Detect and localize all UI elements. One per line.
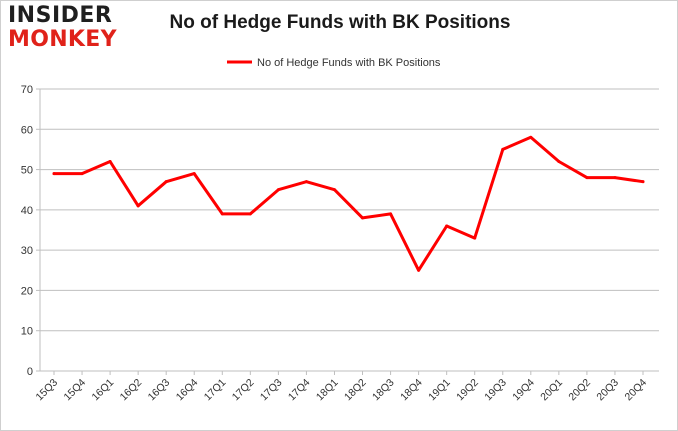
- legend-label: No of Hedge Funds with BK Positions: [257, 57, 441, 69]
- data-point: [389, 212, 393, 216]
- data-point: [501, 147, 505, 151]
- data-point: [192, 172, 196, 176]
- data-point: [557, 160, 561, 164]
- data-point: [613, 176, 617, 180]
- data-point: [136, 204, 140, 208]
- data-point: [304, 180, 308, 184]
- y-tick-label: 50: [21, 165, 33, 177]
- x-tick-label: 18Q1: [314, 377, 341, 404]
- y-tick-label: 0: [27, 366, 33, 378]
- x-tick-label: 19Q2: [454, 377, 481, 404]
- data-point: [585, 176, 589, 180]
- x-tick-label: 17Q3: [258, 377, 285, 404]
- data-point: [108, 160, 112, 164]
- data-point: [276, 188, 280, 192]
- x-tick-label: 17Q1: [202, 377, 229, 404]
- data-point: [445, 224, 449, 228]
- series-layer: [52, 135, 645, 272]
- x-tick-label: 15Q3: [33, 377, 60, 404]
- data-point: [80, 172, 84, 176]
- logo-line-2: MONKEY: [8, 27, 117, 52]
- data-point: [52, 172, 56, 176]
- y-tick-label: 10: [21, 326, 33, 338]
- data-point: [248, 212, 252, 216]
- insider-monkey-logo: INSIDER MONKEY: [8, 4, 126, 54]
- x-tick-label: 20Q4: [622, 377, 649, 404]
- series-line: [52, 135, 645, 272]
- logo-line-1: INSIDER: [8, 3, 113, 28]
- x-tick-label: 18Q3: [370, 377, 397, 404]
- x-tick-label: 18Q4: [398, 377, 425, 404]
- x-tick-label: 16Q1: [90, 377, 117, 404]
- gridlines: [39, 88, 659, 372]
- data-point: [361, 216, 365, 220]
- x-tick-label: 16Q3: [146, 377, 173, 404]
- x-tick-label: 20Q3: [594, 377, 621, 404]
- data-point: [529, 135, 533, 139]
- y-tick-label: 70: [21, 84, 33, 96]
- legend: No of Hedge Funds with BK Positions: [227, 57, 441, 69]
- y-axis-ticks: 0 10 20 30 40 50 60 70: [21, 84, 40, 378]
- data-point: [332, 188, 336, 192]
- x-tick-label: 18Q2: [342, 377, 369, 404]
- data-point: [641, 180, 645, 184]
- x-axis-ticks: 15Q3 15Q4 16Q1 16Q2 16Q3 16Q4 17Q1 17Q2 17Q3 17Q4…: [33, 371, 649, 403]
- x-tick-label: 19Q1: [426, 377, 453, 404]
- x-tick-label: 20Q2: [566, 377, 593, 404]
- data-point: [164, 180, 168, 184]
- x-tick-label: 17Q2: [230, 377, 257, 404]
- x-tick-label: 19Q4: [510, 377, 537, 404]
- x-tick-label: 16Q2: [118, 377, 145, 404]
- x-tick-label: 20Q1: [538, 377, 565, 404]
- x-tick-label: 17Q4: [286, 377, 313, 404]
- y-tick-label: 30: [21, 245, 33, 257]
- y-tick-label: 20: [21, 285, 33, 297]
- x-tick-label: 19Q3: [482, 377, 509, 404]
- x-tick-label: 16Q4: [174, 377, 201, 404]
- chart-title: No of Hedge Funds with BK Positions: [169, 12, 511, 33]
- x-tick-label: 15Q4: [62, 377, 89, 404]
- data-point: [473, 236, 477, 240]
- y-tick-label: 60: [21, 124, 33, 136]
- data-point: [220, 212, 224, 216]
- y-tick-label: 40: [21, 205, 33, 217]
- data-point: [417, 268, 421, 272]
